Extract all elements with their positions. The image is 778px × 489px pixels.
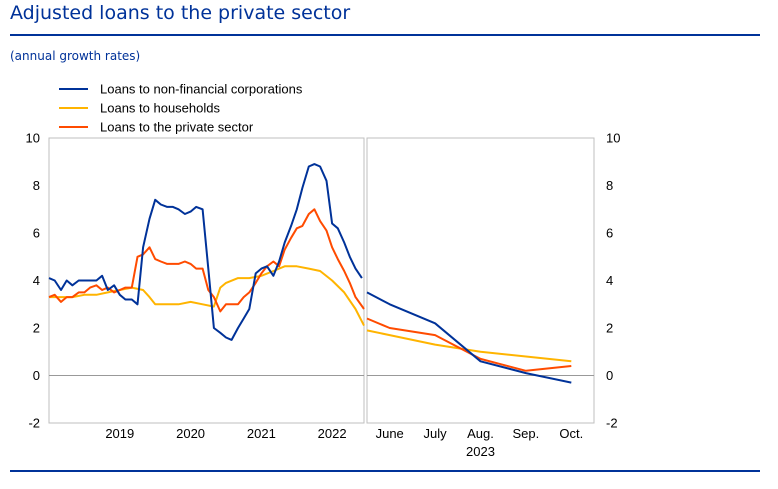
x-tick-label: Aug. <box>467 426 494 441</box>
series-line-right <box>366 317 572 372</box>
series-lines <box>48 163 572 384</box>
x-tick-label: Sep. <box>513 426 540 441</box>
y-tick-label-right: 4 <box>606 273 613 288</box>
x-tick-label: 2020 <box>176 426 205 441</box>
left-plot-frame <box>48 137 365 424</box>
chart-title: Adjusted loans to the private sector <box>10 2 351 24</box>
y-tick-label-right: 8 <box>606 178 613 193</box>
legend-label: Loans to non-financial corporations <box>100 82 303 97</box>
x-axis: 2019 2020 2021 2022 June July Aug. Sep. Oct. 2023 <box>105 426 583 459</box>
y-tick-label-left: 10 <box>26 131 40 146</box>
chart-subtitle: (annual growth rates) <box>10 49 141 63</box>
y-tick-label-left: 2 <box>33 321 40 336</box>
y-tick-label-right: 6 <box>606 226 613 241</box>
y-tick-label-right: 2 <box>606 321 613 336</box>
legend-label: Loans to the private sector <box>100 120 254 135</box>
right-plot-frame <box>366 137 595 424</box>
y-tick-label-left: 4 <box>33 273 40 288</box>
x-year-label: 2023 <box>466 444 495 459</box>
y-tick-label-right: 0 <box>606 368 613 383</box>
x-tick-label: 2019 <box>105 426 134 441</box>
x-tick-label: Oct. <box>559 426 583 441</box>
y-tick-label-left: 6 <box>33 226 40 241</box>
footer-rule <box>10 470 760 472</box>
series-line-left <box>48 208 365 313</box>
y-tick-label-left: -2 <box>28 416 40 431</box>
legend: Loans to non-financial corporations Loans… <box>59 82 303 135</box>
y-tick-label-left: 8 <box>33 178 40 193</box>
x-tick-label: 2021 <box>247 426 276 441</box>
title-rule <box>10 34 760 36</box>
y-tick-label-left: 0 <box>33 368 40 383</box>
plot-frames <box>48 137 595 424</box>
x-tick-label: July <box>424 426 448 441</box>
y-tick-label-right: 10 <box>606 131 620 146</box>
x-tick-label: June <box>376 426 404 441</box>
series-line-right <box>366 291 572 384</box>
series-line-right <box>366 329 572 363</box>
series-line-left <box>49 265 365 327</box>
legend-label: Loans to households <box>100 101 220 116</box>
x-tick-label: 2022 <box>318 426 347 441</box>
y-tick-label-right: -2 <box>606 416 618 431</box>
y-axis: 10 10 8 8 6 6 4 4 2 2 0 0 -2 -2 <box>26 131 621 431</box>
series-line-left <box>48 163 363 341</box>
